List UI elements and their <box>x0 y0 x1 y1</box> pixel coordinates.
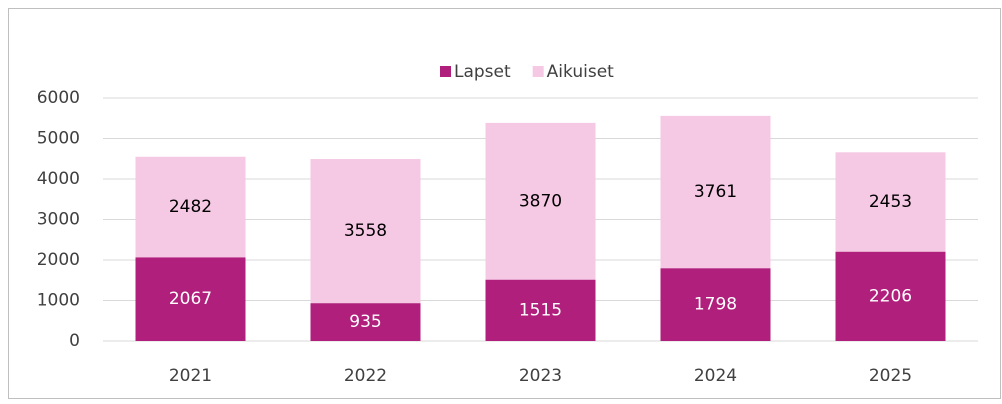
bar-segment <box>485 122 596 280</box>
bar-segment <box>310 303 421 341</box>
data-label: 2482 <box>169 197 212 217</box>
data-label: 2067 <box>169 289 212 309</box>
legend-label: Lapset <box>454 62 511 82</box>
bar-segment <box>135 156 246 258</box>
y-tick-label: 1000 <box>37 291 80 311</box>
data-label: 1515 <box>519 300 562 320</box>
data-label: 3870 <box>519 191 562 211</box>
x-tick-label: 2021 <box>169 366 212 386</box>
bar-segment <box>835 152 946 252</box>
y-tick-label: 3000 <box>37 210 80 230</box>
y-tick-label: 6000 <box>37 88 80 108</box>
bar-segment <box>660 115 771 269</box>
bar-segment <box>660 268 771 341</box>
data-label: 935 <box>349 312 381 332</box>
x-tick-label: 2023 <box>519 366 562 386</box>
y-tick-label: 0 <box>69 331 80 351</box>
legend-label: Aikuiset <box>547 62 614 82</box>
x-tick-label: 2024 <box>694 366 737 386</box>
data-label: 2206 <box>869 286 912 306</box>
data-label: 3558 <box>344 221 387 241</box>
y-tick-label: 2000 <box>37 250 80 270</box>
bar-segment <box>485 279 596 341</box>
bar-segment <box>135 257 246 341</box>
data-label: 3761 <box>694 182 737 202</box>
x-tick-label: 2022 <box>344 366 387 386</box>
legend-swatch <box>440 66 451 77</box>
y-tick-label: 4000 <box>37 169 80 189</box>
x-tick-label: 2025 <box>869 366 912 386</box>
data-label: 2453 <box>869 192 912 212</box>
bar-segment <box>310 159 421 304</box>
data-label: 1798 <box>694 295 737 315</box>
legend-swatch <box>532 66 544 77</box>
bar-segment <box>835 251 946 341</box>
y-tick-label: 5000 <box>37 129 80 149</box>
